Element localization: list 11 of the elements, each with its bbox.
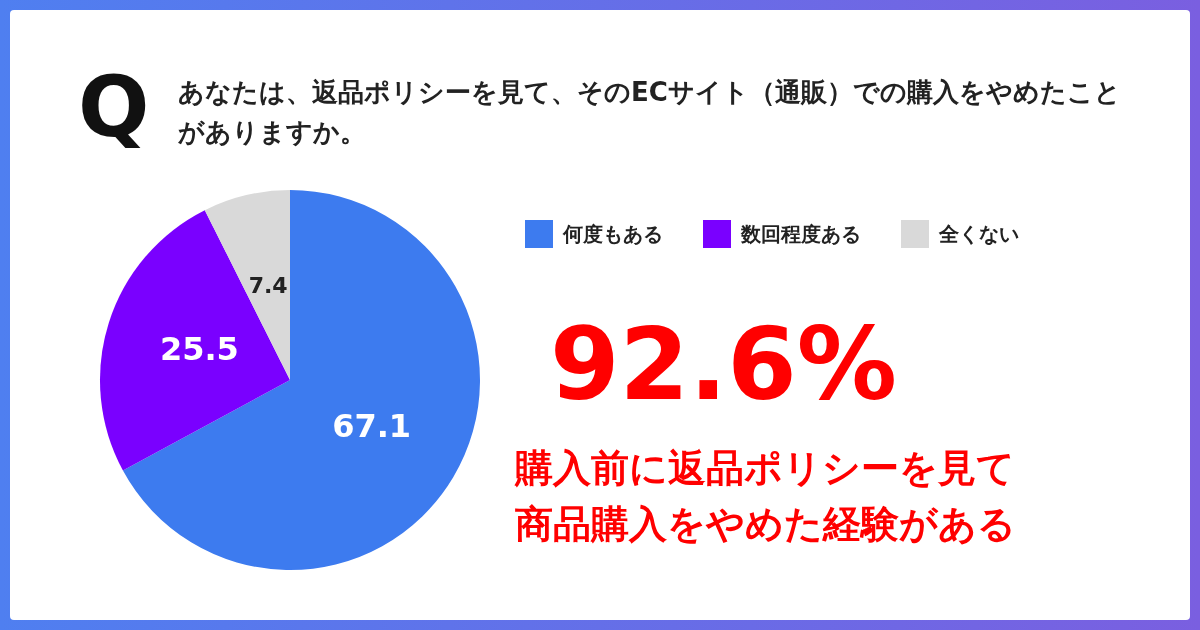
- legend-label: 数回程度ある: [741, 220, 861, 248]
- text: 92.6%: [550, 306, 897, 423]
- data-label: 7.4: [248, 273, 288, 299]
- legend-label: 何度もある: [563, 220, 663, 248]
- text: 商品購入をやめた経験がある: [515, 501, 1016, 548]
- text: 購入前に返品ポリシーを見て: [515, 445, 1016, 492]
- text: Q: [78, 58, 150, 156]
- data-label: 25.5: [159, 329, 239, 368]
- data-label: 67.1: [332, 406, 412, 445]
- legend-label: 全くない: [939, 220, 1019, 248]
- chart-title: あなたは、返品ポリシーを見て、そのECサイト（通販）での購入をやめたことがありますか。: [178, 76, 1122, 149]
